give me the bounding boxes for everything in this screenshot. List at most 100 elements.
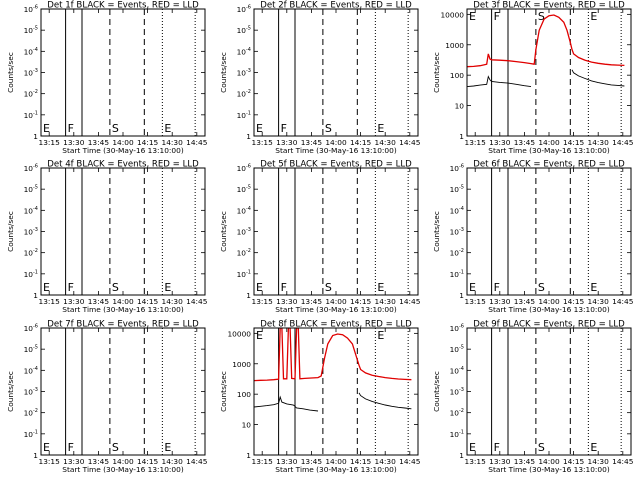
y-axis-label: Counts/sec xyxy=(219,211,228,252)
marker-label: F xyxy=(281,122,287,135)
x-tick-label: 14:45 xyxy=(186,138,208,147)
x-tick-label: 13:30 xyxy=(63,297,85,306)
y-tick-label: 10 xyxy=(242,421,252,430)
x-tick-label: 13:15 xyxy=(252,297,274,306)
x-tick-label: 14:00 xyxy=(112,457,134,466)
x-tick-label: 14:30 xyxy=(375,138,397,147)
x-tick-label: 14:45 xyxy=(186,457,208,466)
marker-label: E xyxy=(469,441,476,454)
x-tick-label: 13:45 xyxy=(88,457,110,466)
marker-label: F xyxy=(494,10,500,23)
y-tick-label: 10-6 xyxy=(24,164,38,174)
y-tick-label: 10-6 xyxy=(450,324,464,334)
x-axis-label: Start Time (30-May-16 13:10:00) xyxy=(62,146,184,155)
x-tick-label: 14:00 xyxy=(325,138,347,147)
x-tick-label: 13:45 xyxy=(514,457,536,466)
marker-label: E xyxy=(377,329,384,342)
marker-label: S xyxy=(112,441,119,454)
y-tick-label: 10-3 xyxy=(237,227,251,237)
marker-label: F xyxy=(281,281,287,294)
x-tick-label: 14:30 xyxy=(162,457,184,466)
y-tick-label: 10-5 xyxy=(24,26,38,36)
marker-label: E xyxy=(164,441,171,454)
marker-label: E xyxy=(256,329,263,342)
x-axis-label: Start Time (30-May-16 13:10:00) xyxy=(62,465,184,474)
y-tick-label: 10-1 xyxy=(237,110,251,120)
detector-panel-5: Det 5f BLACK = Events, RED = LLD 1 10-1 10-… xyxy=(219,160,421,315)
y-tick-label: 10-2 xyxy=(24,89,38,99)
panel-title: Det 3f BLACK = Events, RED = LLD xyxy=(473,1,625,11)
marker-label: E xyxy=(590,10,597,23)
y-tick-label: 100 xyxy=(450,71,464,80)
x-tick-label: 13:30 xyxy=(63,457,85,466)
marker-label: S xyxy=(325,122,332,135)
plot-frame xyxy=(40,327,206,456)
y-tick-label: 1000 xyxy=(445,41,464,50)
marker-label: E xyxy=(590,441,597,454)
x-tick-label: 14:00 xyxy=(538,138,560,147)
plot-frame xyxy=(40,167,206,296)
x-tick-label: 14:15 xyxy=(563,138,585,147)
x-tick-label: 13:15 xyxy=(39,457,61,466)
x-axis-label: Start Time (30-May-16 13:10:00) xyxy=(275,465,397,474)
x-tick-label: 14:30 xyxy=(588,138,610,147)
x-axis-label: Start Time (30-May-16 13:10:00) xyxy=(62,305,184,314)
y-axis-label: Counts/sec xyxy=(219,52,228,93)
x-tick-label: 13:45 xyxy=(514,297,536,306)
y-tick-label: 1 xyxy=(246,132,251,141)
y-tick-label: 10-1 xyxy=(24,269,38,279)
panel-title: Det 6f BLACK = Events, RED = LLD xyxy=(473,160,625,170)
marker-label: E xyxy=(164,281,171,294)
marker-label: F xyxy=(494,441,500,454)
y-tick-label: 10-3 xyxy=(24,387,38,397)
x-tick-label: 13:30 xyxy=(489,297,511,306)
plot-frame xyxy=(40,8,206,137)
y-tick-label: 1 xyxy=(246,451,251,460)
panel-title: Det 8f BLACK = Events, RED = LLD xyxy=(260,320,412,330)
x-tick-label: 14:00 xyxy=(325,457,347,466)
y-tick-label: 1 xyxy=(33,291,38,300)
x-tick-label: 14:15 xyxy=(137,138,159,147)
y-tick-label: 10-4 xyxy=(237,206,251,216)
panel-title: Det 1f BLACK = Events, RED = LLD xyxy=(47,1,199,11)
x-tick-label: 14:15 xyxy=(350,297,372,306)
marker-label: F xyxy=(68,122,74,135)
y-axis-label: Counts/sec xyxy=(432,52,441,93)
detector-panel-2: Det 2f BLACK = Events, RED = LLD 1 10-1 10-… xyxy=(219,1,421,156)
marker-label: F xyxy=(68,441,74,454)
y-tick-label: 10-1 xyxy=(24,429,38,439)
y-tick-label: 10-5 xyxy=(237,185,251,195)
y-tick-label: 10-2 xyxy=(24,248,38,258)
y-tick-label: 10-2 xyxy=(237,89,251,99)
marker-label: S xyxy=(538,10,545,23)
y-tick-label: 1 xyxy=(459,132,464,141)
y-tick-label: 1 xyxy=(33,451,38,460)
x-tick-label: 14:45 xyxy=(399,138,421,147)
marker-label: S xyxy=(325,281,332,294)
x-tick-label: 13:45 xyxy=(301,457,323,466)
y-axis-label: Counts/sec xyxy=(6,52,15,93)
y-tick-label: 10-2 xyxy=(450,408,464,418)
y-axis-label: Counts/sec xyxy=(432,371,441,412)
y-tick-label: 10-5 xyxy=(24,185,38,195)
y-tick-label: 10-6 xyxy=(237,164,251,174)
y-axis-label: Counts/sec xyxy=(6,211,15,252)
x-tick-label: 13:15 xyxy=(465,457,487,466)
x-tick-label: 13:30 xyxy=(489,138,511,147)
y-tick-label: 10-4 xyxy=(237,47,251,57)
detector-panel-1: Det 1f BLACK = Events, RED = LLD 1 10-1 10-… xyxy=(6,1,208,156)
lld-series xyxy=(254,328,412,382)
x-tick-label: 14:30 xyxy=(162,297,184,306)
events-series xyxy=(254,395,319,412)
y-tick-label: 10-4 xyxy=(24,47,38,57)
detector-panel-9: Det 9f BLACK = Events, RED = LLD 1 10-1 10-… xyxy=(432,320,634,475)
x-tick-label: 14:30 xyxy=(588,457,610,466)
x-tick-label: 13:30 xyxy=(276,457,298,466)
x-tick-label: 14:30 xyxy=(588,297,610,306)
x-tick-label: 14:00 xyxy=(112,297,134,306)
panel-title: Det 4f BLACK = Events, RED = LLD xyxy=(47,160,199,170)
x-tick-label: 13:45 xyxy=(514,138,536,147)
x-tick-label: 14:15 xyxy=(563,297,585,306)
y-axis-label: Counts/sec xyxy=(219,371,228,412)
